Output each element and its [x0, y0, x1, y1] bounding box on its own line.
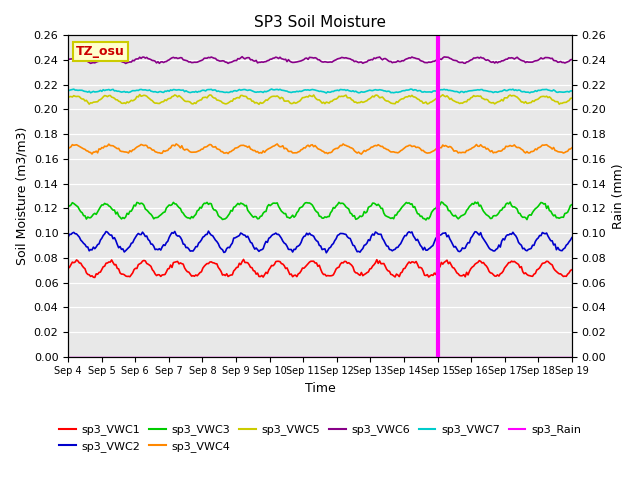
- Y-axis label: Rain (mm): Rain (mm): [612, 163, 625, 229]
- Legend: sp3_VWC1, sp3_VWC2, sp3_VWC3, sp3_VWC4, sp3_VWC5, sp3_VWC6, sp3_VWC7, sp3_Rain: sp3_VWC1, sp3_VWC2, sp3_VWC3, sp3_VWC4, …: [54, 420, 586, 456]
- Title: SP3 Soil Moisture: SP3 Soil Moisture: [254, 15, 386, 30]
- Y-axis label: Soil Moisture (m3/m3): Soil Moisture (m3/m3): [15, 127, 28, 265]
- Text: TZ_osu: TZ_osu: [76, 45, 124, 58]
- X-axis label: Time: Time: [305, 382, 335, 395]
